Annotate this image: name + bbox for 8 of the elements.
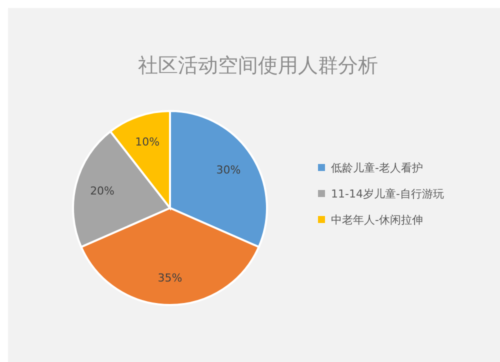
data-label: 20% <box>90 184 115 198</box>
data-label: 30% <box>216 163 241 176</box>
data-label: 10% <box>135 135 160 148</box>
legend-label: 中老年人-休闲拉伸 <box>331 214 423 226</box>
data-label: 35% <box>158 271 182 284</box>
legend-label: 11-14岁儿童-自行游玩 <box>331 188 444 200</box>
legend-label: 低龄儿童-老人看护 <box>331 162 423 174</box>
chart-title: 社区活动空间使用人群分析 <box>138 53 378 77</box>
